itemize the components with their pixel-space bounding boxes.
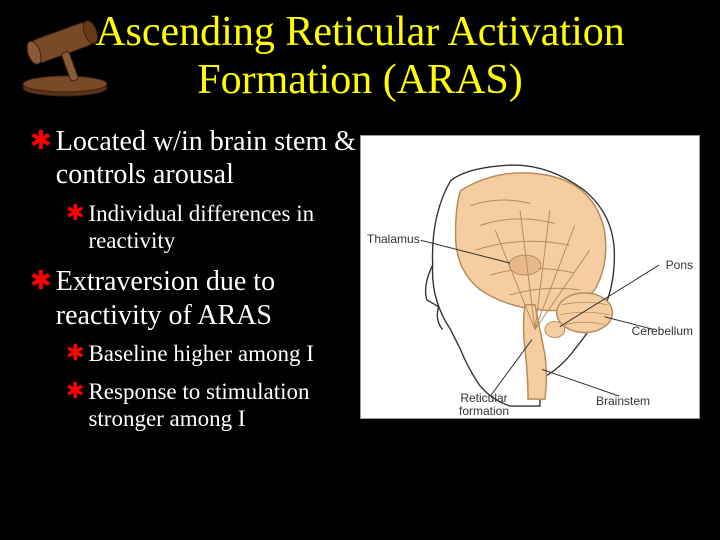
title-text: Ascending Reticular Activation Formation… <box>20 8 700 105</box>
star-icon: ✱ <box>66 340 84 366</box>
label-reticular: Reticular formation <box>449 392 519 418</box>
content-area: ✱ Located w/in brain stem & controls aro… <box>0 125 720 443</box>
brain-diagram: Thalamus Pons Cerebellum Reticular forma… <box>360 135 700 419</box>
star-icon: ✱ <box>66 378 84 404</box>
bullet-text: Extraversion due to reactivity of ARAS <box>56 265 360 332</box>
bullet-text: Located w/in brain stem & controls arous… <box>56 125 360 192</box>
bullet-main: ✱ Extraversion due to reactivity of ARAS <box>30 265 360 332</box>
star-icon: ✱ <box>30 265 52 296</box>
label-thalamus: Thalamus <box>367 232 420 246</box>
bullet-text: Baseline higher among I <box>88 340 313 368</box>
star-icon: ✱ <box>66 200 84 226</box>
bullet-list: ✱ Located w/in brain stem & controls aro… <box>30 125 360 443</box>
label-brainstem: Brainstem <box>596 394 650 408</box>
bullet-text: Response to stimulation stronger among I <box>88 378 360 433</box>
star-icon: ✱ <box>30 125 52 156</box>
label-pons: Pons <box>666 258 693 272</box>
bullet-main: ✱ Located w/in brain stem & controls aro… <box>30 125 360 192</box>
bullet-sub: ✱ Individual differences in reactivity <box>66 200 360 255</box>
bullet-text: Individual differences in reactivity <box>88 200 360 255</box>
bullet-sub: ✱ Baseline higher among I <box>66 340 360 368</box>
slide-title: Ascending Reticular Activation Formation… <box>0 0 720 125</box>
bullet-sub: ✱ Response to stimulation stronger among… <box>66 378 360 433</box>
label-cerebellum: Cerebellum <box>632 324 693 338</box>
diagram-column: Thalamus Pons Cerebellum Reticular forma… <box>360 125 700 443</box>
